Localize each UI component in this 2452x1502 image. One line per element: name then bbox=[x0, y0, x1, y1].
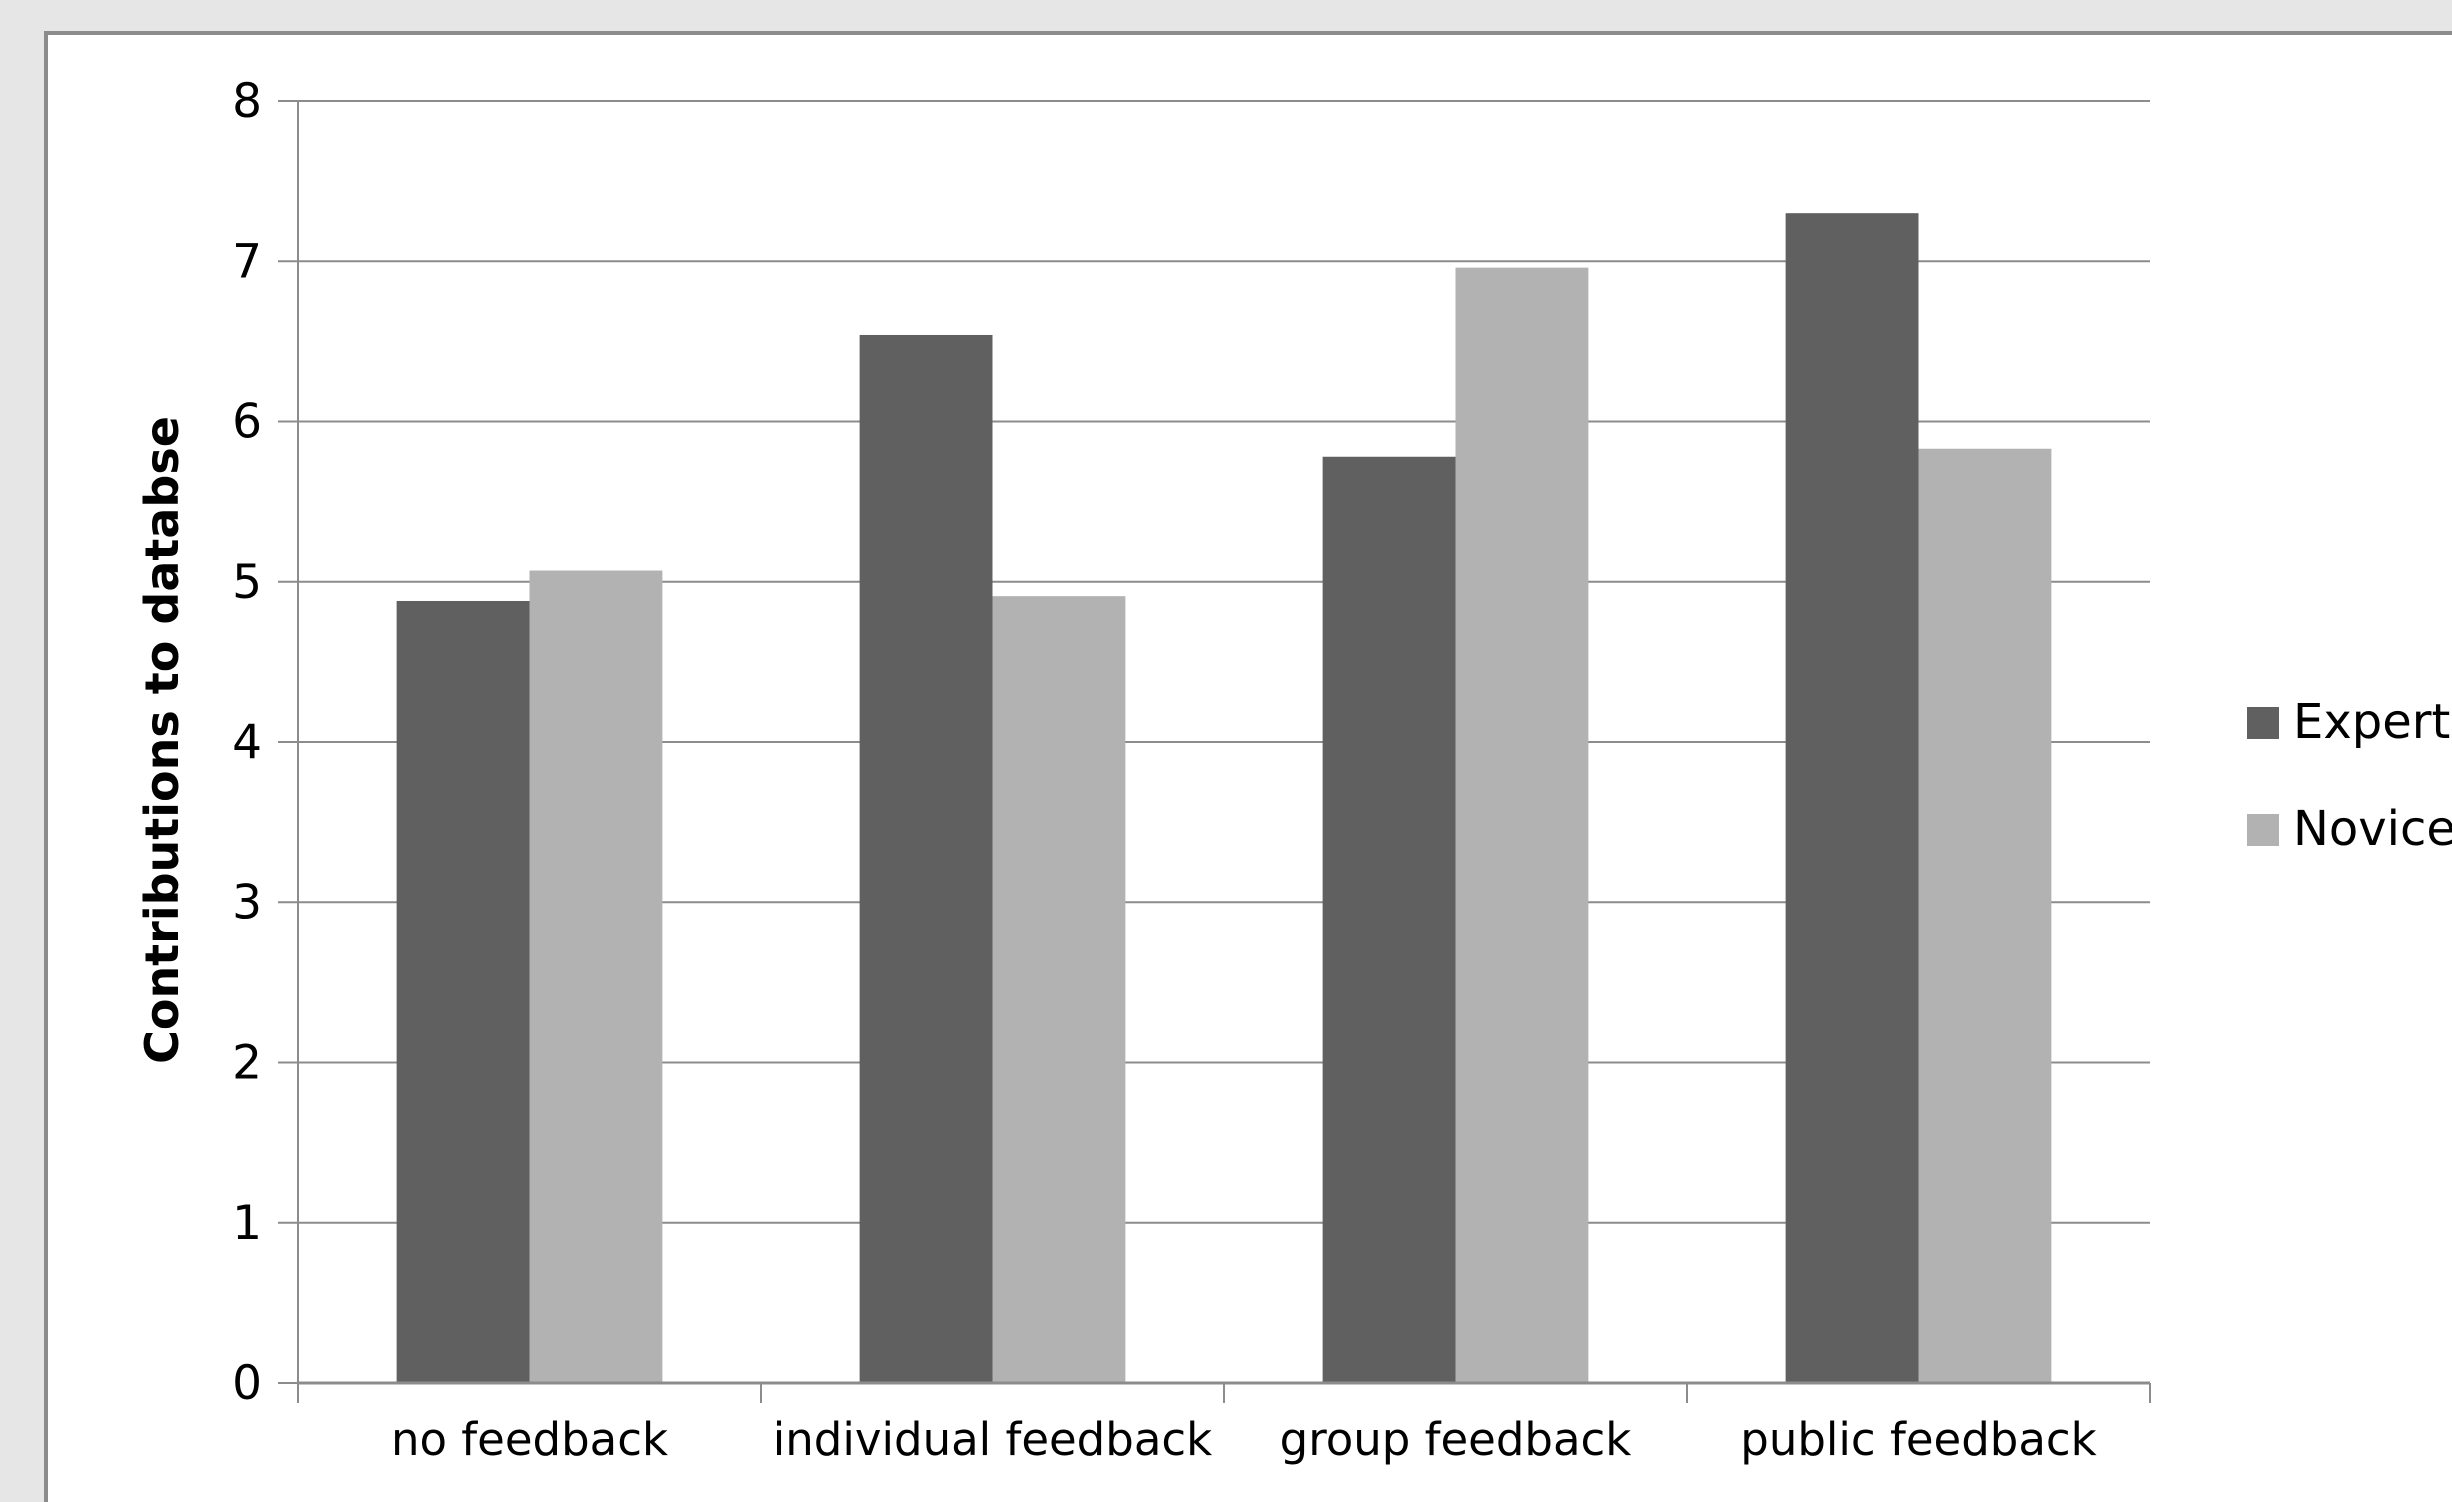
bar-novice-2 bbox=[992, 596, 1126, 1383]
bar-expert-4 bbox=[1785, 213, 1919, 1383]
y-tick-label: 0 bbox=[232, 1356, 262, 1411]
x-category-label: individual feedback bbox=[773, 1413, 1212, 1466]
x-category-label: group feedback bbox=[1280, 1413, 1632, 1466]
legend-label-expert: Expert bbox=[2293, 694, 2450, 750]
x-category-labels: no feedback individual feedback group feed… bbox=[391, 1413, 2097, 1466]
y-tick-label: 2 bbox=[232, 1036, 262, 1091]
legend-swatch-expert bbox=[2247, 707, 2279, 739]
y-tick-label: 3 bbox=[232, 875, 262, 930]
y-tick-label: 6 bbox=[232, 395, 262, 450]
axes bbox=[278, 100, 2151, 1403]
y-tick-label: 5 bbox=[232, 555, 262, 610]
y-tick-label: 1 bbox=[232, 1196, 262, 1251]
bar-expert-3 bbox=[1322, 456, 1456, 1383]
legend-label-novice: Novice bbox=[2293, 801, 2452, 857]
bar-novice-3 bbox=[1455, 267, 1589, 1383]
y-tick-label: 4 bbox=[232, 715, 262, 770]
y-axis-title: Contributions to databse bbox=[135, 416, 189, 1064]
bar-novice-1 bbox=[529, 570, 663, 1383]
legend: Expert Novice bbox=[2247, 694, 2452, 857]
bar-expert-1 bbox=[396, 600, 530, 1383]
y-tick-label: 8 bbox=[232, 74, 262, 129]
bar-novice-4 bbox=[1918, 448, 2052, 1383]
x-category-label: no feedback bbox=[391, 1413, 668, 1466]
bars bbox=[396, 213, 2052, 1384]
bar-expert-2 bbox=[859, 334, 993, 1384]
y-tick-labels: 0 1 2 3 4 5 6 7 8 bbox=[232, 74, 262, 1411]
y-tick-label: 7 bbox=[232, 234, 262, 289]
x-category-label: public feedback bbox=[1740, 1413, 2096, 1466]
legend-swatch-novice bbox=[2247, 814, 2279, 846]
